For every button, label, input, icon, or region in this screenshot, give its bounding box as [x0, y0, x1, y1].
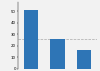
- Bar: [50, 39, 65, 69]
- Bar: [24, 10, 38, 69]
- Bar: [77, 50, 91, 69]
